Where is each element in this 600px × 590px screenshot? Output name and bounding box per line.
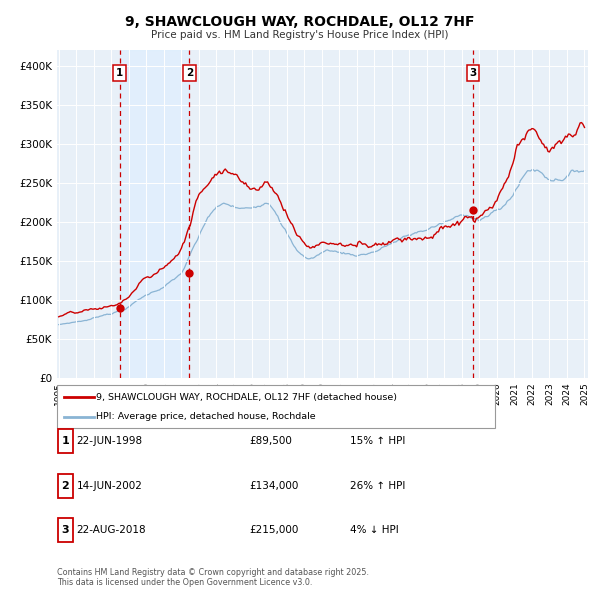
Text: 22-JUN-1998: 22-JUN-1998	[77, 437, 143, 446]
Text: 15% ↑ HPI: 15% ↑ HPI	[350, 437, 406, 446]
Text: 2: 2	[61, 481, 69, 490]
Text: 4% ↓ HPI: 4% ↓ HPI	[350, 525, 399, 535]
Text: 1: 1	[116, 68, 123, 78]
Text: 1: 1	[61, 437, 69, 446]
Text: £89,500: £89,500	[250, 437, 292, 446]
Text: 26% ↑ HPI: 26% ↑ HPI	[350, 481, 406, 490]
Text: £134,000: £134,000	[250, 481, 299, 490]
Text: 3: 3	[62, 525, 69, 535]
Text: 9, SHAWCLOUGH WAY, ROCHDALE, OL12 7HF (detached house): 9, SHAWCLOUGH WAY, ROCHDALE, OL12 7HF (d…	[97, 393, 397, 402]
Text: 2: 2	[185, 68, 193, 78]
Text: Price paid vs. HM Land Registry's House Price Index (HPI): Price paid vs. HM Land Registry's House …	[151, 30, 449, 40]
Text: HPI: Average price, detached house, Rochdale: HPI: Average price, detached house, Roch…	[97, 412, 316, 421]
Text: 3: 3	[469, 68, 476, 78]
Text: 14-JUN-2002: 14-JUN-2002	[77, 481, 143, 490]
Text: Contains HM Land Registry data © Crown copyright and database right 2025.
This d: Contains HM Land Registry data © Crown c…	[57, 568, 369, 587]
Text: £215,000: £215,000	[250, 525, 299, 535]
Text: 9, SHAWCLOUGH WAY, ROCHDALE, OL12 7HF: 9, SHAWCLOUGH WAY, ROCHDALE, OL12 7HF	[125, 15, 475, 29]
Bar	[119, 50, 190, 378]
Text: 22-AUG-2018: 22-AUG-2018	[77, 525, 146, 535]
